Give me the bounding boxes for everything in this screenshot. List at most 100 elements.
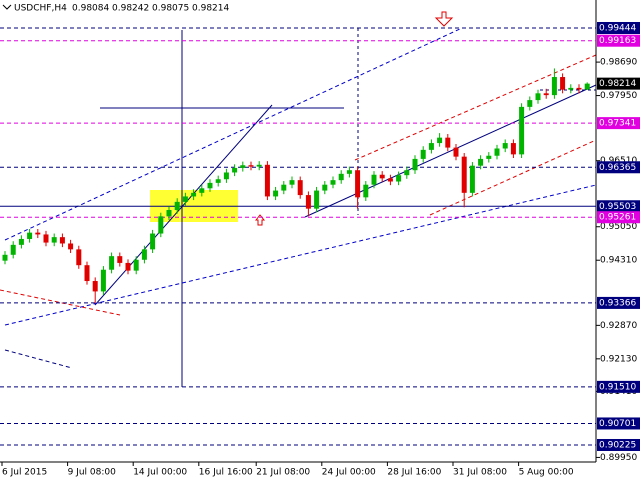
level-label: 0.90225 (599, 440, 636, 450)
candle-body (100, 269, 106, 292)
candle-body (445, 137, 451, 148)
header-value: 0.98075 (152, 4, 189, 14)
candle-body (338, 173, 344, 181)
chart-symbol: USDCHF,H4 (14, 4, 67, 14)
candle-body (371, 174, 377, 185)
candle-body (273, 190, 279, 197)
candle-body (248, 165, 254, 167)
level-label: 0.93366 (599, 298, 636, 308)
trend-line (94, 104, 273, 306)
x-tick-label: 21 Jul 08:00 (256, 468, 310, 478)
candle-body (560, 77, 566, 90)
level-label: 0.95503 (599, 202, 636, 212)
x-tick-label: 24 Jul 00:00 (322, 468, 376, 478)
candle-body (453, 147, 459, 157)
candle-body (199, 188, 205, 193)
candle-body (59, 237, 65, 244)
y-tick-label: 0.89950 (600, 453, 637, 463)
candle-body (18, 238, 24, 245)
candle-body (68, 243, 74, 250)
level-label-box (597, 200, 640, 213)
candle-body (117, 256, 123, 263)
candle-body (478, 158, 484, 166)
trend-line (304, 84, 597, 218)
candle-body (223, 172, 229, 180)
level-label-box (597, 211, 640, 224)
candle-body (330, 180, 336, 185)
candle-body (428, 143, 434, 150)
candle-body (166, 210, 172, 217)
candle-body (109, 256, 115, 270)
candle-body (182, 196, 188, 202)
x-tick-label: 14 Jul 00:00 (133, 468, 187, 478)
last-price-label: 0.98214 (599, 79, 636, 89)
level-label-box (597, 296, 640, 309)
candle-body (133, 259, 139, 271)
candle-body (404, 170, 410, 176)
level-label: 0.97341 (599, 119, 636, 129)
candle-body (240, 165, 246, 168)
candle-body (10, 244, 16, 255)
candle-body (256, 164, 262, 167)
arrow-down (434, 11, 454, 27)
candle-body (535, 93, 541, 101)
level-label-box (597, 21, 640, 34)
candle-body (297, 180, 303, 196)
candle-body (346, 170, 352, 174)
arrow-up (254, 214, 266, 226)
candle-body (387, 178, 393, 182)
level-label-box (597, 380, 640, 393)
level-label: 0.90701 (599, 419, 636, 429)
candle-body (437, 137, 443, 144)
candle-body (510, 143, 516, 155)
candle-body (264, 164, 270, 197)
candle-body (51, 237, 57, 243)
level-label-box (597, 417, 640, 430)
y-tick-label: 0.94310 (600, 256, 637, 266)
y-tick-label: 0.92130 (600, 354, 637, 364)
candle-body (502, 143, 508, 149)
candle-body (527, 100, 533, 107)
candle-body (420, 149, 426, 159)
candle-body (281, 184, 287, 191)
level-label-box (597, 34, 640, 47)
header-value: 0.98214 (192, 4, 229, 14)
candle-body (2, 254, 8, 261)
level-label: 0.91510 (599, 382, 636, 392)
candle-body (314, 190, 320, 209)
y-tick-label: 0.97950 (600, 91, 637, 101)
header-value: 0.98242 (112, 4, 149, 14)
candle-body (412, 158, 418, 171)
level-label: 0.99444 (599, 23, 636, 33)
candle-body (355, 170, 361, 198)
candle-body (289, 180, 295, 185)
candle-body (494, 148, 500, 156)
candle-body (379, 174, 385, 179)
y-tick-label: 0.96510 (600, 156, 637, 166)
candle-body (396, 175, 402, 182)
candle-body (84, 265, 90, 282)
header-value: 0.98084 (72, 4, 109, 14)
candle-body (150, 233, 156, 250)
candle-body (584, 83, 590, 90)
channel-line (4, 184, 597, 326)
candle-body (486, 155, 492, 159)
candle-body (141, 249, 147, 260)
candle-body (215, 179, 221, 183)
x-tick-label: 31 Jul 08:00 (453, 468, 507, 478)
candle-body (469, 165, 475, 193)
level-label: 0.95261 (599, 213, 636, 223)
channel-line (429, 139, 597, 216)
last-price-box (597, 77, 640, 90)
candle-body (568, 87, 574, 90)
x-tick-label: 28 Jul 16:00 (387, 468, 441, 478)
collapse-icon (2, 4, 12, 10)
candle-body (305, 195, 311, 209)
candle-body (551, 77, 557, 96)
candle-body (576, 87, 582, 90)
level-label-box (597, 161, 640, 174)
candle-body (174, 201, 180, 211)
y-tick-label: 0.95050 (600, 222, 637, 232)
